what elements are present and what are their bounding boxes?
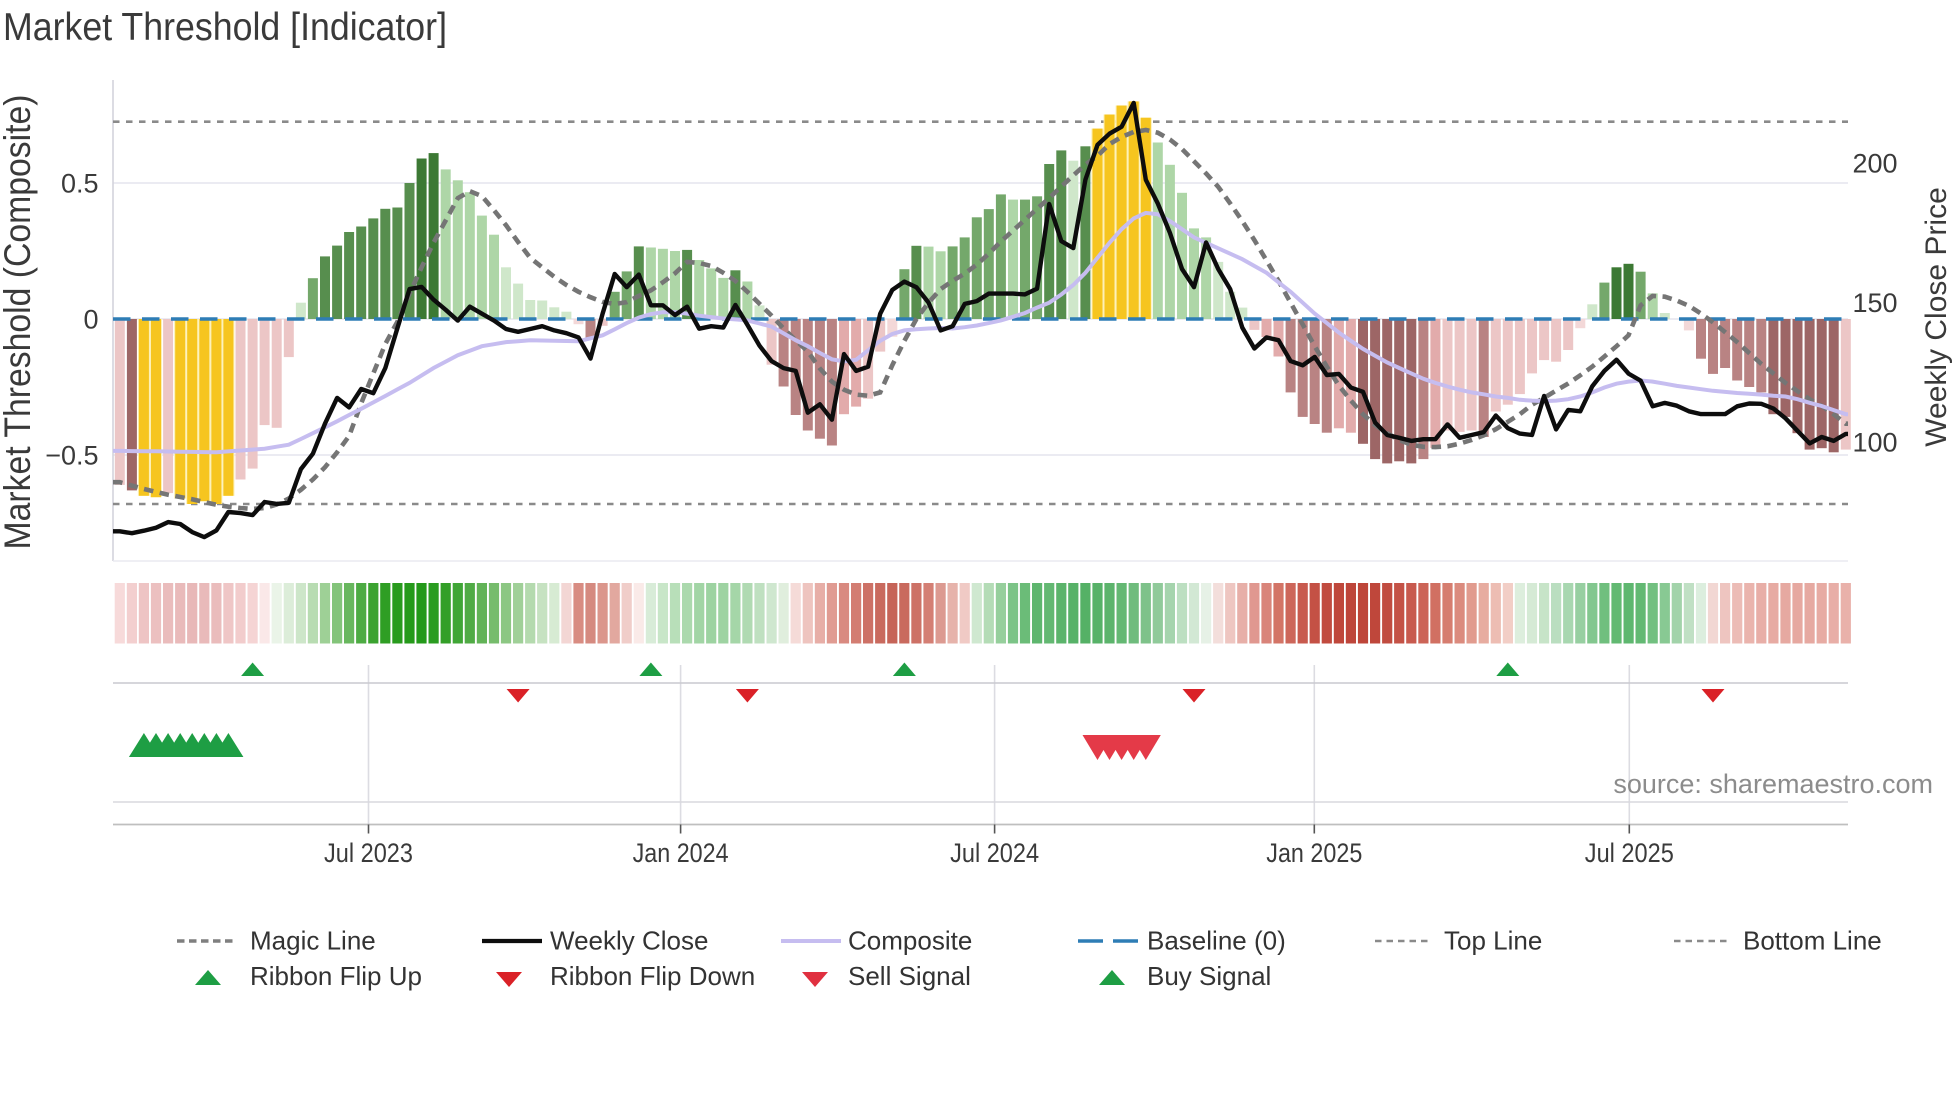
svg-text:100: 100 <box>1853 428 1898 458</box>
svg-text:Buy Signal: Buy Signal <box>1147 961 1271 991</box>
svg-text:Top Line: Top Line <box>1444 926 1542 956</box>
svg-text:Weekly Close Price: Weekly Close Price <box>1920 187 1953 447</box>
svg-text:150: 150 <box>1853 288 1898 318</box>
svg-text:Market Threshold (Composite): Market Threshold (Composite) <box>0 95 38 550</box>
svg-text:0: 0 <box>83 305 98 335</box>
svg-text:Magic Line: Magic Line <box>250 926 376 956</box>
svg-text:−0.5: −0.5 <box>45 441 98 471</box>
svg-text:0.5: 0.5 <box>61 169 99 199</box>
svg-text:Weekly Close: Weekly Close <box>550 926 708 956</box>
svg-text:Jul 2023: Jul 2023 <box>324 838 413 868</box>
svg-text:Jul 2025: Jul 2025 <box>1585 838 1674 868</box>
svg-text:Market Threshold [Indicator]: Market Threshold [Indicator] <box>3 6 447 49</box>
svg-text:Jan 2024: Jan 2024 <box>633 838 729 868</box>
svg-text:source: sharemaestro.com: source: sharemaestro.com <box>1613 769 1933 799</box>
svg-text:Bottom Line: Bottom Line <box>1743 926 1882 956</box>
svg-text:Ribbon Flip Up: Ribbon Flip Up <box>250 961 422 991</box>
svg-text:Jul 2024: Jul 2024 <box>950 838 1039 868</box>
svg-text:Baseline (0): Baseline (0) <box>1147 926 1286 956</box>
svg-text:Jan 2025: Jan 2025 <box>1266 838 1362 868</box>
svg-text:200: 200 <box>1853 149 1898 179</box>
svg-text:Ribbon Flip Down: Ribbon Flip Down <box>550 961 755 991</box>
svg-text:Sell Signal: Sell Signal <box>848 961 971 991</box>
svg-text:Composite: Composite <box>848 926 972 956</box>
